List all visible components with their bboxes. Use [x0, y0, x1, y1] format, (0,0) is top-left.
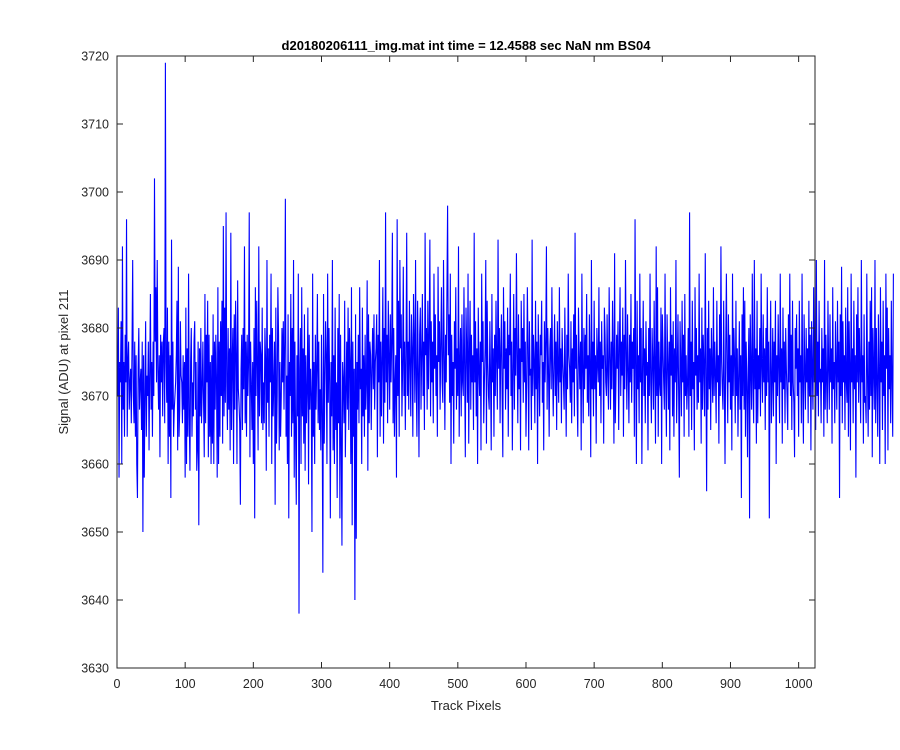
- x-tick-label: 400: [379, 677, 400, 691]
- x-tick-label: 900: [720, 677, 741, 691]
- y-tick-label: 3630: [81, 662, 109, 676]
- y-tick-label: 3690: [81, 254, 109, 268]
- y-tick-label: 3700: [81, 186, 109, 200]
- y-axis-label: Signal (ADU) at pixel 211: [56, 290, 71, 435]
- x-tick-label: 200: [243, 677, 264, 691]
- x-tick-label: 600: [516, 677, 537, 691]
- y-tick-label: 3670: [81, 390, 109, 404]
- x-axis-label: Track Pixels: [431, 698, 502, 713]
- series-layer: [117, 62, 894, 614]
- y-tick-label: 3710: [81, 118, 109, 132]
- chart-title: d20180206111_img.mat int time = 12.4588 …: [282, 38, 652, 53]
- x-tick-label: 100: [175, 677, 196, 691]
- x-tick-label: 500: [447, 677, 468, 691]
- x-tick-label: 1000: [785, 677, 813, 691]
- x-tick-label: 700: [584, 677, 605, 691]
- x-tick-label: 300: [311, 677, 332, 691]
- plot-area-box: [116, 55, 816, 669]
- y-axis: 3630 3640 3650 3660 3670 3680 3690 3700 3710 3720: [81, 50, 815, 676]
- y-tick-label: 3660: [81, 458, 109, 472]
- x-tick-label: 800: [652, 677, 673, 691]
- y-tick-label: 3680: [81, 322, 109, 336]
- y-tick-label: 3640: [81, 594, 109, 608]
- y-tick-label: 3720: [81, 50, 109, 64]
- x-axis: 0 100 200 300 400 500 600 700 800 900 1000: [114, 56, 813, 691]
- y-tick-label: 3650: [81, 526, 109, 540]
- series-line: [117, 62, 894, 614]
- x-tick-label: 0: [114, 677, 121, 691]
